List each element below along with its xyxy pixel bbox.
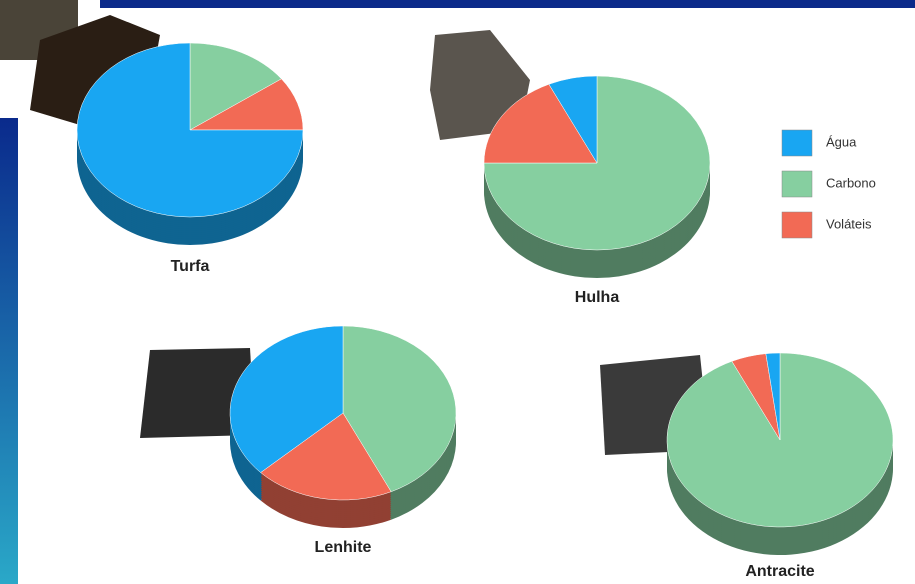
top-bar xyxy=(100,0,915,8)
chart-title: Antracite xyxy=(745,563,814,580)
legend-swatch xyxy=(782,130,812,156)
legend: Água Carbono Voláteis xyxy=(782,130,876,238)
chart-title: Turfa xyxy=(171,258,210,275)
chart-title: Lenhite xyxy=(315,539,372,556)
legend-label: Água xyxy=(826,134,857,149)
legend-swatch xyxy=(782,212,812,238)
chart-title: Hulha xyxy=(575,289,620,306)
legend-label: Carbono xyxy=(826,175,876,190)
legend-label: Voláteis xyxy=(826,216,872,231)
legend-swatch xyxy=(782,171,812,197)
chart: Água Carbono Voláteis Turfa Hulha Lenhite Ant… xyxy=(0,0,915,584)
side-bar xyxy=(0,118,18,584)
